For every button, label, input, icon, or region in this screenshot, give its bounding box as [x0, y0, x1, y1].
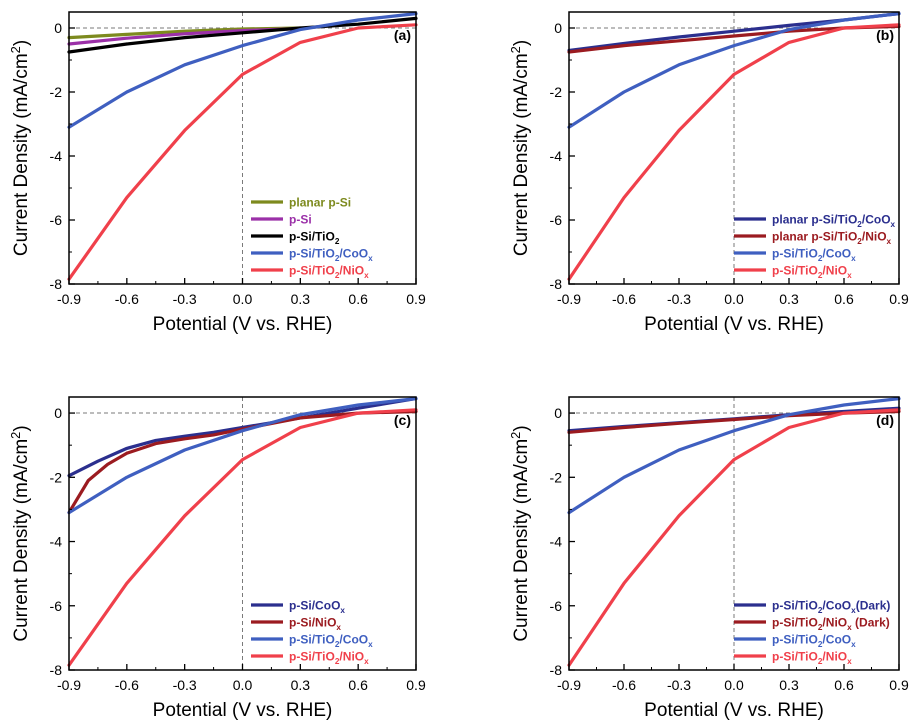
panel-label: (a) — [394, 27, 411, 43]
legend-label: p-Si/TiO2/NiOx — [289, 264, 369, 281]
x-axis-title: Potential (V vs. RHE) — [153, 314, 333, 335]
y-tick-label: -2 — [50, 469, 63, 485]
series-line-3 — [67, 16, 418, 54]
x-tick-label: 0.0 — [233, 677, 253, 693]
y-tick-label: -8 — [50, 662, 63, 678]
legend-label: p-Si/TiO2/CoOx(Dark) — [772, 599, 890, 616]
x-axis-title: Potential (V vs. RHE) — [644, 314, 824, 335]
x-tick-label: 0.0 — [724, 677, 744, 693]
y-tick-label: 0 — [54, 405, 62, 421]
x-tick-label: -0.3 — [173, 291, 197, 307]
legend-label: p-Si/TiO2/CoOx — [772, 633, 856, 650]
x-tick-label: 0.9 — [889, 291, 909, 307]
x-tick-label: 0.0 — [724, 291, 744, 307]
series-line-2 — [67, 409, 418, 515]
x-tick-label: 0.6 — [834, 677, 854, 693]
series-line-3 — [567, 397, 901, 515]
y-tick-label: -6 — [550, 598, 563, 614]
x-tick-label: -0.9 — [557, 291, 581, 307]
legend-label: p-Si/TiO2/NiOx — [772, 650, 852, 667]
legend-label: planar p-Si/TiO2/CoOx — [772, 213, 896, 230]
x-tick-label: 0.6 — [348, 677, 368, 693]
x-tick-label: -0.9 — [57, 677, 81, 693]
series-line-4 — [567, 408, 901, 667]
series-line-3 — [567, 12, 901, 129]
x-tick-label: 0.3 — [291, 291, 311, 307]
y-tick-label: -8 — [550, 276, 563, 292]
legend-label: p-Si/TiO2/CoOx — [289, 247, 373, 264]
x-tick-label: -0.9 — [57, 291, 81, 307]
x-tick-label: 0.0 — [233, 291, 253, 307]
x-tick-label: 0.9 — [406, 677, 426, 693]
y-axis-title: Current Density (mA/cm2) — [508, 40, 532, 256]
series-line-1 — [67, 397, 418, 478]
legend-label: p-Si — [289, 213, 312, 227]
x-tick-label: 0.3 — [779, 291, 799, 307]
legend-label: p-Si/TiO2 — [289, 230, 340, 247]
y-tick-label: -8 — [550, 662, 563, 678]
y-tick-label: -4 — [550, 148, 563, 164]
panel-label: (d) — [876, 412, 894, 428]
y-tick-label: -4 — [50, 534, 63, 550]
legend-label: p-Si/TiO2/NiOx — [772, 264, 852, 281]
y-tick-label: -8 — [50, 276, 63, 292]
series-line-5 — [67, 23, 418, 281]
series-line-4 — [67, 12, 418, 129]
x-axis-title: Potential (V vs. RHE) — [644, 700, 824, 721]
x-tick-label: -0.3 — [173, 677, 197, 693]
y-tick-label: 0 — [54, 20, 62, 36]
y-tick-label: -2 — [550, 84, 563, 100]
y-tick-label: -6 — [550, 212, 563, 228]
y-axis-title: Current Density (mA/cm2) — [8, 40, 32, 256]
legend-label: p-Si/TiO2/NiOx — [289, 650, 369, 667]
x-tick-label: -0.6 — [612, 291, 636, 307]
y-tick-label: -6 — [50, 212, 63, 228]
x-tick-label: 0.9 — [889, 677, 909, 693]
y-axis-title: Current Density (mA/cm2) — [8, 425, 32, 641]
x-axis-title: Potential (V vs. RHE) — [153, 700, 333, 721]
x-tick-label: -0.6 — [115, 677, 139, 693]
legend-label: p-Si/TiO2/NiOx (Dark) — [772, 616, 890, 633]
y-tick-label: -2 — [50, 84, 63, 100]
y-tick-label: 0 — [554, 405, 562, 421]
chart-panel-2: -0.9 -0.6 -0.3 0.0 0.3 0.6 0.9 0 -2 -4 -6 -8 Potenti… — [508, 11, 909, 335]
legend-label: planar p-Si — [289, 196, 351, 210]
x-tick-label: -0.6 — [612, 677, 636, 693]
y-tick-label: -6 — [50, 598, 63, 614]
legend-label: p-Si/CoOx — [289, 599, 345, 616]
y-axis-title: Current Density (mA/cm2) — [508, 425, 532, 641]
x-tick-label: -0.3 — [667, 677, 691, 693]
x-tick-label: 0.6 — [834, 291, 854, 307]
x-tick-label: -0.9 — [557, 677, 581, 693]
chart-panel-4: -0.9 -0.6 -0.3 0.0 0.3 0.6 0.9 0 -2 -4 -6 -8 Potenti… — [508, 396, 909, 721]
series-line-4 — [567, 23, 901, 281]
x-tick-label: 0.6 — [348, 291, 368, 307]
legend-label: p-Si/TiO2/CoOx — [772, 247, 856, 264]
panel-label: (b) — [876, 27, 894, 43]
x-tick-label: 0.9 — [406, 291, 426, 307]
y-tick-label: 0 — [554, 20, 562, 36]
chart-panel-3: -0.9 -0.6 -0.3 0.0 0.3 0.6 0.9 0 -2 -4 -6 -8 Potenti… — [8, 396, 426, 721]
chart-panel-1: -0.9 -0.6 -0.3 0.0 0.3 0.6 0.9 0 -2 -4 -6 -8 Potenti… — [8, 11, 426, 335]
x-tick-label: 0.3 — [779, 677, 799, 693]
y-tick-label: -4 — [550, 534, 563, 550]
legend-label: p-Si/NiOx — [289, 616, 341, 633]
y-tick-label: -4 — [50, 148, 63, 164]
legend-label: planar p-Si/TiO2/NiOx — [772, 230, 892, 247]
series-line-3 — [67, 397, 418, 515]
x-tick-label: -0.6 — [115, 291, 139, 307]
y-tick-label: -2 — [550, 469, 563, 485]
panel-label: (c) — [394, 412, 411, 428]
x-tick-label: 0.3 — [291, 677, 311, 693]
series-line-4 — [67, 408, 418, 667]
x-tick-label: -0.3 — [667, 291, 691, 307]
legend-label: p-Si/TiO2/CoOx — [289, 633, 373, 650]
